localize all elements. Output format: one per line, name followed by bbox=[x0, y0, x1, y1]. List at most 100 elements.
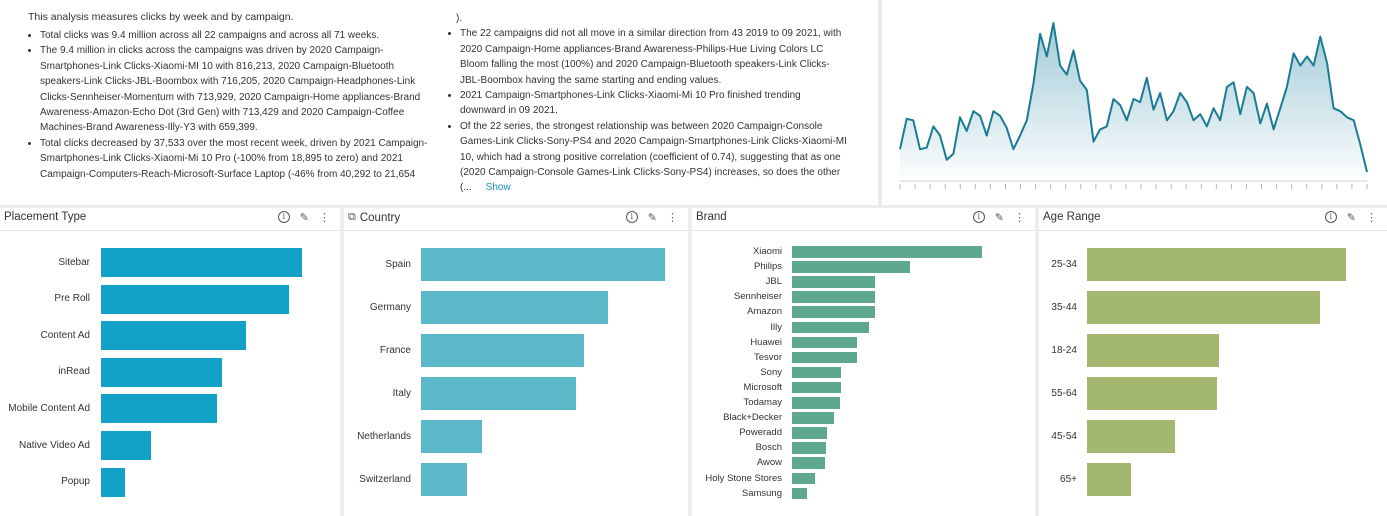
bar[interactable] bbox=[792, 472, 815, 484]
bar[interactable] bbox=[792, 261, 910, 273]
bar[interactable] bbox=[101, 357, 222, 387]
more-options-icon[interactable]: ⋮ bbox=[319, 212, 330, 224]
bar[interactable] bbox=[1087, 248, 1346, 281]
bar[interactable] bbox=[792, 306, 875, 318]
bar[interactable] bbox=[1087, 463, 1132, 496]
insight-bullet: 2021 Campaign-Smartphones-Link Clicks-Xi… bbox=[460, 88, 848, 119]
bar[interactable] bbox=[792, 366, 842, 379]
external-link-icon[interactable]: ⧉ bbox=[348, 211, 356, 223]
info-icon[interactable]: i bbox=[972, 211, 985, 223]
bar[interactable] bbox=[421, 334, 585, 367]
info-icon[interactable]: i bbox=[277, 211, 290, 223]
bar-label: Sennheiser bbox=[733, 291, 782, 303]
bar[interactable] bbox=[792, 442, 827, 454]
bar[interactable] bbox=[792, 276, 875, 288]
info-icon[interactable]: i bbox=[625, 211, 638, 223]
bar-label: Holy Stone Stores bbox=[705, 472, 782, 484]
panel-toolbar: i ✎ ⋮ bbox=[277, 211, 330, 224]
bar[interactable] bbox=[792, 487, 808, 500]
bar-label: Samsung bbox=[741, 487, 782, 499]
bar-label: Todamay bbox=[743, 397, 782, 409]
bar-label: 55-64 bbox=[1051, 387, 1077, 399]
insight-bullet: Total clicks decreased by 37,533 over th… bbox=[40, 136, 428, 182]
bar[interactable] bbox=[101, 394, 217, 424]
age-range-panel: Age Range i ✎ ⋮ 25-34 35-44 18-24 55-64 45-5… bbox=[1039, 208, 1387, 516]
insight-bullet: Of the 22 series, the strongest relation… bbox=[460, 119, 848, 196]
bar-label: Awow bbox=[756, 457, 782, 469]
bar[interactable] bbox=[1087, 420, 1176, 453]
bar[interactable] bbox=[792, 397, 840, 409]
bar[interactable] bbox=[792, 246, 982, 258]
edit-icon[interactable]: ✎ bbox=[299, 212, 309, 224]
insight-bullet: The 9.4 million in clicks across the cam… bbox=[40, 43, 428, 135]
bar[interactable] bbox=[792, 336, 857, 349]
insights-card: This analysis measures clicks by week an… bbox=[0, 0, 878, 205]
country-panel: ⧉ Country i ✎ ⋮ Spain Germany France Italy Ne… bbox=[344, 208, 688, 516]
panel-toolbar: i ✎ ⋮ bbox=[625, 211, 678, 224]
bar[interactable] bbox=[101, 321, 246, 351]
bar-label: Illy bbox=[770, 321, 782, 333]
edit-icon[interactable]: ✎ bbox=[994, 212, 1004, 224]
bar[interactable] bbox=[421, 377, 576, 410]
bar-label: Amazon bbox=[747, 306, 782, 318]
bar-label: Native Video Ad bbox=[19, 439, 90, 451]
more-options-icon[interactable]: ⋮ bbox=[1014, 212, 1025, 224]
bar[interactable] bbox=[421, 248, 665, 281]
bar[interactable] bbox=[421, 463, 468, 496]
bar-label: inRead bbox=[58, 366, 90, 378]
insights-intro: This analysis measures clicks by week an… bbox=[28, 11, 294, 23]
bar[interactable] bbox=[1087, 291, 1321, 324]
insight-bullet-text: Of the 22 series, the strongest relation… bbox=[460, 120, 847, 194]
more-options-icon[interactable]: ⋮ bbox=[667, 212, 678, 224]
bar[interactable] bbox=[792, 321, 869, 333]
panel-title: ⧉ Country bbox=[348, 211, 400, 224]
bar-label: Black+Decker bbox=[723, 412, 782, 424]
bar[interactable] bbox=[101, 284, 289, 314]
bar[interactable] bbox=[792, 351, 857, 364]
trend-sparkline-card bbox=[882, 0, 1387, 205]
bar-label: Huawei bbox=[750, 336, 782, 348]
panel-title: Placement Type bbox=[4, 211, 86, 223]
bar-label: Pre Roll bbox=[54, 293, 90, 305]
panel-title-text: Age Range bbox=[1043, 211, 1101, 223]
panel-title-text: Country bbox=[359, 211, 401, 224]
bar[interactable] bbox=[1087, 377, 1217, 410]
bar[interactable] bbox=[792, 291, 875, 303]
bar-label: Bosch bbox=[755, 442, 782, 454]
insight-bullet: The 22 campaigns did not all move in a s… bbox=[460, 26, 848, 88]
bar-label: Sony bbox=[760, 366, 782, 378]
panel-toolbar: i ✎ ⋮ bbox=[972, 211, 1025, 224]
bar[interactable] bbox=[421, 420, 482, 453]
panel-title-text: Brand bbox=[696, 211, 727, 223]
panel-title: Age Range bbox=[1043, 211, 1101, 223]
trend-sparkline-chart bbox=[899, 22, 1368, 189]
sparkline-line bbox=[899, 22, 1368, 173]
edit-icon[interactable]: ✎ bbox=[1346, 212, 1356, 224]
bar[interactable] bbox=[792, 381, 842, 394]
bar[interactable] bbox=[792, 412, 834, 424]
insight-bullet: Total clicks was 9.4 million across all … bbox=[40, 28, 428, 43]
panel-title: Brand bbox=[696, 211, 727, 223]
bar-label: Germany bbox=[369, 301, 411, 313]
edit-icon[interactable]: ✎ bbox=[647, 212, 657, 224]
bar[interactable] bbox=[101, 467, 126, 497]
bar-label: Microsoft bbox=[743, 381, 782, 393]
bar[interactable] bbox=[792, 427, 828, 439]
bar[interactable] bbox=[101, 431, 152, 460]
divider bbox=[692, 230, 1035, 231]
bar[interactable] bbox=[1087, 334, 1220, 367]
bar-label: Tesvor bbox=[754, 351, 782, 363]
bar-label: 45-54 bbox=[1051, 430, 1077, 442]
more-options-icon[interactable]: ⋮ bbox=[1366, 212, 1377, 224]
bar[interactable] bbox=[421, 291, 608, 324]
bar-label: JBL bbox=[765, 276, 782, 288]
info-icon[interactable]: i bbox=[1324, 211, 1337, 223]
bar-label: Xiaomi bbox=[752, 246, 782, 258]
show-more-link[interactable]: Show bbox=[485, 182, 511, 194]
bar[interactable] bbox=[792, 457, 826, 469]
divider bbox=[344, 230, 688, 231]
bar-label: Switzerland bbox=[359, 473, 411, 485]
bar-label: Netherlands bbox=[357, 430, 411, 442]
bar[interactable] bbox=[101, 248, 302, 277]
bar-label: Content Ad bbox=[40, 329, 90, 341]
